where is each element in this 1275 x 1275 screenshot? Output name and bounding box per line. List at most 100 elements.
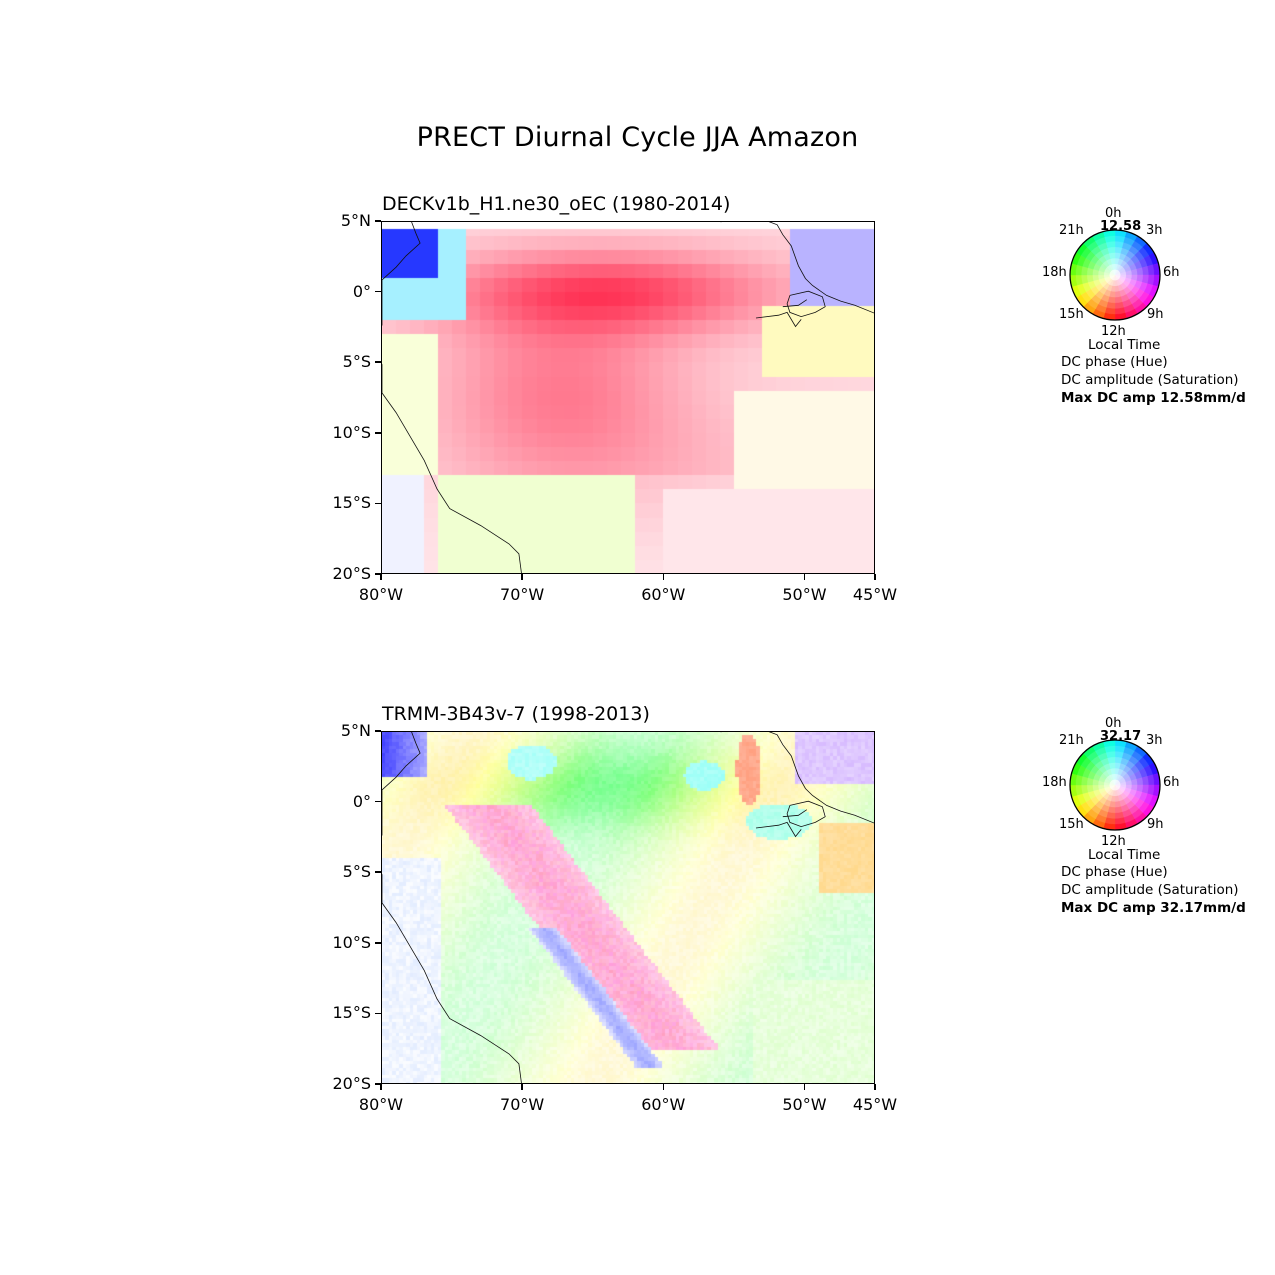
y-tick xyxy=(375,502,381,505)
x-tick xyxy=(662,1084,665,1090)
marajo-island-coastline xyxy=(786,290,826,318)
wheel-amplitude: 12.58 xyxy=(1100,219,1142,234)
x-tick-label: 80°W xyxy=(358,585,404,604)
legend-phase: DC phase (Hue) xyxy=(1061,864,1168,880)
x-tick xyxy=(380,1084,382,1090)
coastline xyxy=(382,732,874,1083)
wheel-label-12h: 12h xyxy=(1101,834,1126,849)
legend-amplitude: DC amplitude (Saturation) xyxy=(1061,882,1239,898)
x-tick-label: 45°W xyxy=(852,585,898,604)
wheel-label-0h: 0h xyxy=(1105,716,1122,731)
map-area xyxy=(381,221,875,574)
y-tick-label: 5°N xyxy=(340,721,371,740)
y-tick-label: 10°S xyxy=(332,932,371,952)
legend-max-amp: Max DC amp 12.58mm/d xyxy=(1061,390,1246,406)
y-tick-label: 15°S xyxy=(332,493,371,513)
wheel-segment xyxy=(1136,267,1144,276)
wheel-label-18h: 18h xyxy=(1042,265,1067,280)
x-tick xyxy=(521,574,523,580)
phase-color-wheel xyxy=(1069,739,1161,831)
x-tick-label: 60°W xyxy=(641,1095,686,1114)
y-tick-label: 0° xyxy=(352,281,371,301)
legend-phase: DC phase (Hue) xyxy=(1061,354,1168,370)
diurnal-cycle-field xyxy=(382,732,874,1083)
x-tick xyxy=(874,1084,876,1090)
wheel-label-3h: 3h xyxy=(1146,223,1163,238)
amazon-delta-coastline xyxy=(782,299,808,308)
x-tick-label: 50°W xyxy=(782,585,827,604)
y-tick xyxy=(375,1012,381,1015)
x-tick-label: 45°W xyxy=(852,1095,898,1114)
y-tick-label: 20°S xyxy=(332,564,371,583)
y-tick-label: 10°S xyxy=(332,422,371,442)
wheel-segment xyxy=(1086,274,1094,283)
legend-local-time: Local Time xyxy=(1088,847,1161,863)
x-tick xyxy=(662,574,665,580)
wheel-segment xyxy=(1136,777,1144,786)
panel-title: TRMM-3B43v-7 (1998-2013) xyxy=(382,703,650,725)
diurnal-cycle-field xyxy=(382,222,874,573)
phase-color-wheel xyxy=(1069,229,1161,321)
wheel-label-18h: 18h xyxy=(1042,775,1067,790)
y-tick-label: 5°N xyxy=(340,211,371,230)
y-tick-label: 0° xyxy=(352,791,371,811)
y-tick xyxy=(375,432,381,434)
coastline xyxy=(382,222,874,573)
map-area xyxy=(381,731,875,1084)
y-tick xyxy=(375,361,381,363)
legend-max-amp: Max DC amp 32.17mm/d xyxy=(1061,900,1246,916)
y-tick xyxy=(375,573,381,575)
x-tick xyxy=(521,1084,523,1090)
x-tick-label: 70°W xyxy=(500,585,545,604)
wheel-segment xyxy=(1114,806,1123,814)
x-tick xyxy=(380,574,382,580)
wheel-label-0h: 0h xyxy=(1105,206,1122,221)
x-tick-label: 80°W xyxy=(358,1095,404,1114)
wheel-label-15h: 15h xyxy=(1059,307,1084,322)
x-tick-label: 70°W xyxy=(500,1095,545,1114)
y-tick xyxy=(375,871,381,873)
wheel-label-9h: 9h xyxy=(1147,817,1164,832)
legend-amplitude: DC amplitude (Saturation) xyxy=(1061,372,1239,388)
amazon-delta-coastline xyxy=(782,809,808,818)
y-tick-label: 20°S xyxy=(332,1074,371,1093)
atlantic-coastline xyxy=(720,222,874,314)
pacific-coastline xyxy=(382,222,522,573)
amazon-estuary-coastline xyxy=(755,311,802,328)
amazon-estuary-coastline xyxy=(755,821,802,838)
x-tick-label: 50°W xyxy=(782,1095,827,1114)
y-tick-label: 5°S xyxy=(342,352,371,372)
wheel-label-6h: 6h xyxy=(1163,775,1180,790)
wheel-segment xyxy=(1086,784,1094,793)
wheel-outline xyxy=(1069,229,1161,321)
x-tick-label: 60°W xyxy=(641,585,686,604)
wheel-label-12h: 12h xyxy=(1101,324,1126,339)
figure-title: PRECT Diurnal Cycle JJA Amazon xyxy=(416,122,859,153)
x-tick xyxy=(803,574,806,580)
y-tick xyxy=(375,290,381,293)
y-tick xyxy=(375,220,381,222)
wheel-segment xyxy=(1114,296,1123,304)
marajo-island-coastline xyxy=(786,800,826,828)
legend-local-time: Local Time xyxy=(1088,337,1161,353)
y-tick xyxy=(375,800,381,803)
wheel-label-21h: 21h xyxy=(1059,223,1084,238)
wheel-label-3h: 3h xyxy=(1146,733,1163,748)
wheel-label-15h: 15h xyxy=(1059,817,1084,832)
y-tick xyxy=(375,942,381,944)
atlantic-coastline xyxy=(720,732,874,824)
wheel-segment xyxy=(1107,756,1116,764)
y-tick-label: 15°S xyxy=(332,1003,371,1023)
y-tick xyxy=(375,730,381,732)
pacific-coastline xyxy=(382,732,522,1083)
y-tick xyxy=(375,1083,381,1085)
wheel-segment xyxy=(1107,246,1116,254)
panel-title: DECKv1b_H1.ne30_oEC (1980-2014) xyxy=(382,193,731,215)
wheel-amplitude: 32.17 xyxy=(1100,729,1142,744)
wheel-label-6h: 6h xyxy=(1163,265,1180,280)
wheel-label-21h: 21h xyxy=(1059,733,1084,748)
x-tick xyxy=(803,1084,806,1090)
wheel-label-9h: 9h xyxy=(1147,307,1164,322)
wheel-outline xyxy=(1069,739,1161,831)
y-tick-label: 5°S xyxy=(342,862,371,882)
